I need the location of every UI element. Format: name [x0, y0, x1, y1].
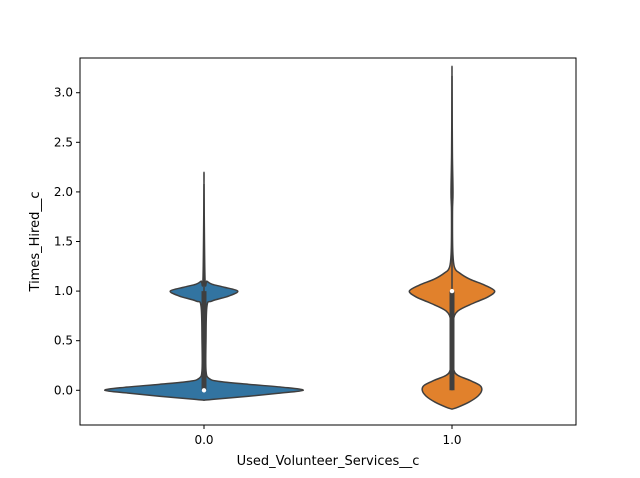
x-tick-label: 0.0: [194, 433, 213, 447]
y-tick-label: 2.0: [54, 185, 73, 199]
axes-frame: [79, 57, 577, 426]
x-tick-label: 1.0: [442, 433, 461, 447]
y-tick-label: 0.0: [54, 383, 73, 397]
y-tick-label: 0.5: [54, 334, 73, 348]
y-tick-label: 3.0: [54, 86, 73, 100]
violin-median-point: [201, 388, 207, 393]
y-tick-label: 2.5: [54, 135, 73, 149]
x-axis-label: Used_Volunteer_Services__c: [237, 454, 420, 469]
y-axis-label: Times_Hired__c: [28, 192, 43, 293]
violin-median-point: [449, 288, 455, 294]
y-axis: 0.0 0.5 1.0 1.5 2.0 2.5 3.0: [54, 86, 80, 397]
y-tick-label: 1.0: [54, 284, 73, 298]
y-tick-label: 1.5: [54, 235, 73, 249]
x-axis: 0.0 1.0: [194, 425, 462, 447]
plot-area: [104, 65, 496, 410]
